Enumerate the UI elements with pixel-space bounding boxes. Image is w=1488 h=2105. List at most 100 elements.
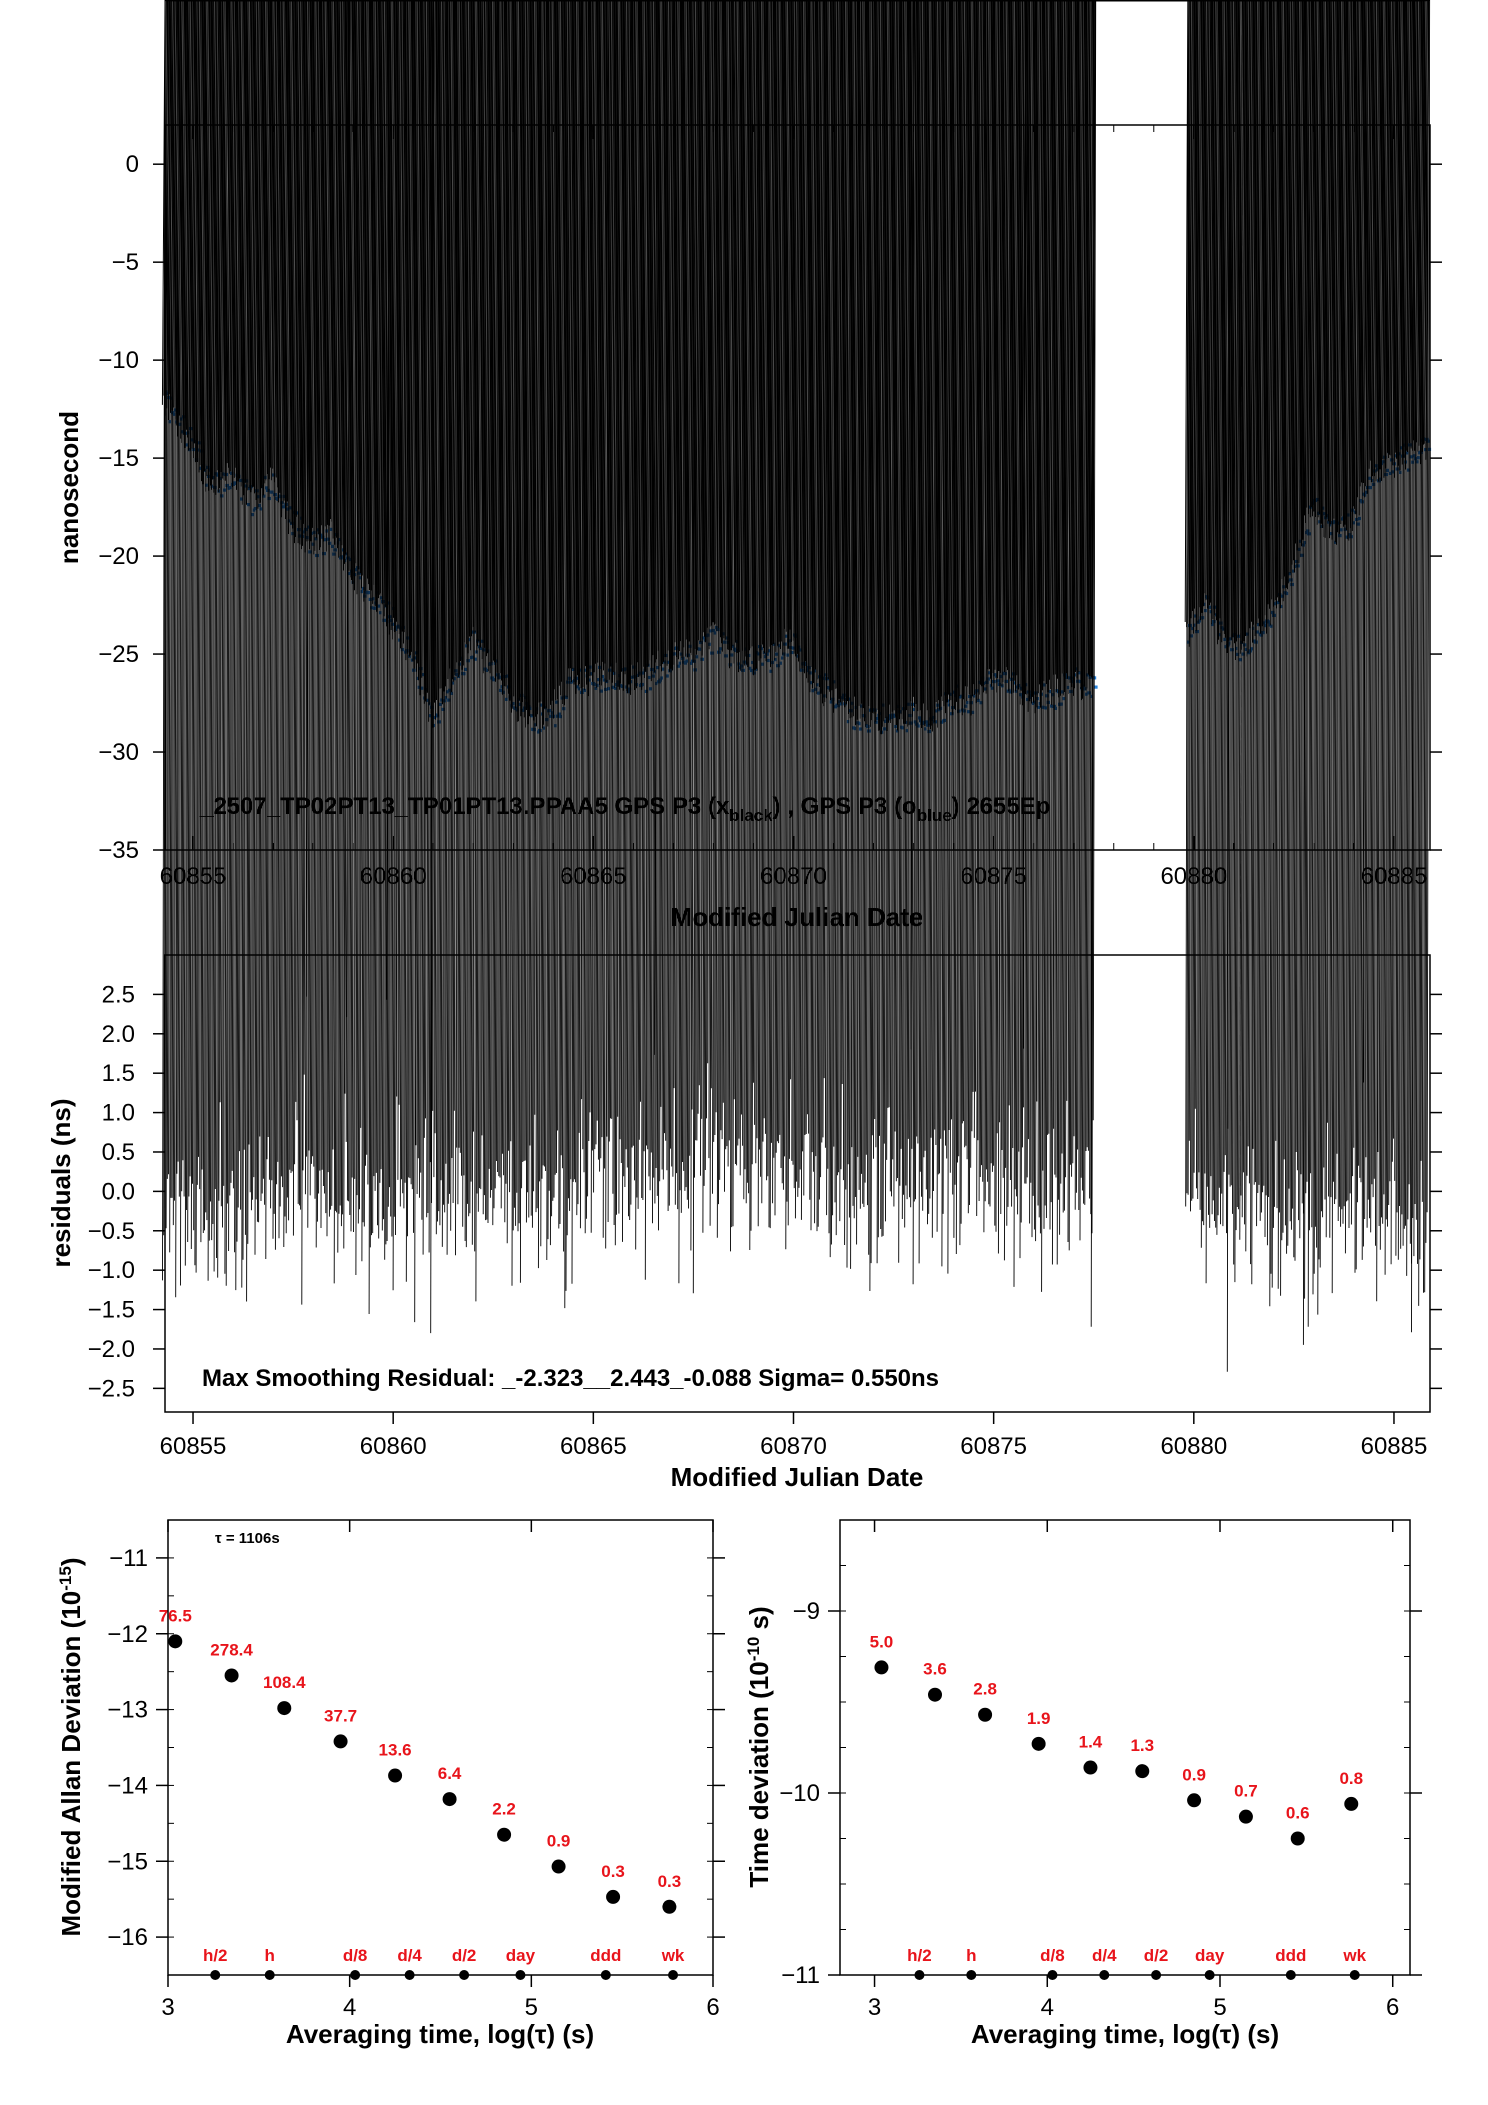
phase-blue-point: [1426, 439, 1430, 443]
phase-blue-point: [1021, 695, 1025, 699]
phase-blue-point: [333, 548, 337, 552]
phase-blue-point: [825, 677, 829, 681]
phase-blue-point: [917, 716, 922, 720]
phase-blue-point: [1262, 621, 1266, 625]
deviation-x-tick-label: 5: [1213, 1994, 1226, 2021]
phase-blue-point: [1188, 623, 1192, 628]
phase-blue-point: [751, 660, 755, 665]
phase-blue-point: [1415, 460, 1419, 464]
phase-blue-point: [1373, 469, 1377, 473]
phase-blue-point: [372, 606, 377, 610]
phase-blue-point: [737, 662, 741, 666]
phase-blue-point: [1398, 470, 1402, 474]
phase-blue-point: [989, 684, 993, 688]
phase-blue-point: [843, 702, 847, 706]
phase-blue-point: [716, 627, 720, 632]
phase-blue-point: [1027, 690, 1031, 694]
phase-blue-point: [996, 679, 1000, 683]
phase-blue-point: [1062, 697, 1066, 701]
residuals-x-tick-label: 60885: [1361, 1433, 1428, 1460]
phase-blue-point: [658, 678, 662, 682]
phase-blue-point: [735, 639, 739, 643]
residuals-y-tick-label: −0.5: [88, 1218, 135, 1245]
phase-blue-point: [594, 686, 598, 690]
phase-blue-point: [567, 676, 571, 680]
phase-blue-point: [583, 688, 587, 692]
phase-blue-point: [1315, 497, 1319, 502]
phase-blue-point: [668, 669, 672, 673]
phase-blue-point: [1191, 626, 1195, 631]
phase-blue-point: [724, 654, 728, 658]
phase-blue-point: [866, 724, 870, 729]
residual-point: [1143, 1, 1192, 1144]
phase-blue-point: [1072, 680, 1076, 684]
phase-blue-point: [910, 702, 915, 706]
phase-blue-point: [761, 662, 765, 666]
phase-blue-point: [1349, 535, 1353, 539]
phase-blue-point: [648, 687, 653, 691]
phase-blue-point: [441, 707, 445, 711]
phase-blue-point: [291, 532, 295, 536]
phase-blue-point: [267, 496, 271, 501]
phase-blue-point: [1238, 658, 1242, 662]
phase-blue-point: [332, 552, 336, 556]
phase-blue-point: [626, 690, 630, 694]
interval-marker-label: d/4: [397, 1946, 422, 1965]
phase-blue-point: [215, 473, 220, 477]
tdev-chart: 5.0 3.6 2.8 1.9 1.4 1.3 0.9 0.7 0.6 0.8 h/2 h d/8 d/4…: [744, 1519, 1422, 2049]
phase-blue-point: [1200, 616, 1205, 620]
phase-y-tick-label: −35: [98, 837, 139, 864]
phase-blue-point: [884, 719, 888, 723]
tdev-y-axis-title-end: s): [744, 1606, 774, 1636]
phase-blue-point: [590, 672, 594, 676]
phase-blue-point: [913, 720, 917, 724]
phase-blue-point: [971, 710, 975, 714]
deviation-point: [333, 1734, 348, 1749]
phase-y-axis-title: nanosecond: [54, 411, 84, 564]
phase-blue-point: [979, 701, 983, 705]
phase-blue-point: [199, 466, 203, 470]
phase-blue-point: [1244, 647, 1248, 651]
phase-blue-point: [978, 680, 982, 684]
phase-blue-point: [1306, 529, 1310, 533]
phase-blue-point: [1216, 613, 1220, 617]
phase-blue-point: [853, 727, 857, 731]
deviation-x-tick-label: 3: [868, 1994, 881, 2021]
phase-blue-point: [367, 591, 371, 595]
phase-blue-point: [995, 674, 999, 678]
phase-blue-point: [556, 714, 560, 718]
interval-marker-label: wk: [661, 1946, 685, 1965]
phase-blue-point: [678, 661, 682, 665]
mdev-y-axis-title-main: Modified Allan Deviation (10: [56, 1591, 86, 1937]
phase-blue-point: [842, 693, 846, 697]
residuals-y-tick-label: 2.5: [102, 981, 135, 1008]
phase-blue-point: [1226, 644, 1230, 648]
phase-blue-point: [657, 680, 661, 684]
phase-blue-point: [1376, 467, 1380, 471]
phase-blue-point: [824, 673, 828, 677]
phase-blue-point: [1195, 630, 1199, 634]
phase-blue-point: [1423, 448, 1427, 452]
phase-blue-point: [1381, 460, 1385, 464]
residuals-y-tick-label: 0.0: [102, 1178, 135, 1205]
phase-blue-point: [800, 668, 804, 672]
interval-marker-label: h/2: [203, 1946, 228, 1965]
deviation-point: [168, 1634, 183, 1649]
phase-blue-point: [1357, 516, 1361, 521]
residual-point: [1086, 1, 1154, 1154]
phase-blue-point: [702, 636, 706, 640]
phase-blue-point: [1286, 579, 1290, 583]
phase-blue-point: [812, 669, 816, 673]
phase-blue-point: [896, 704, 901, 708]
phase-blue-point: [770, 660, 774, 665]
phase-blue-point: [244, 484, 248, 488]
deviation-point-label: 0.9: [547, 1832, 571, 1851]
phase-blue-point: [643, 668, 647, 672]
phase-blue-point: [499, 688, 503, 692]
phase-blue-point: [1090, 694, 1094, 698]
phase-blue-point: [1209, 610, 1213, 614]
phase-blue-point: [609, 663, 613, 667]
phase-blue-point: [1230, 648, 1234, 652]
phase-blue-point: [178, 422, 182, 426]
phase-blue-point: [1053, 706, 1057, 710]
